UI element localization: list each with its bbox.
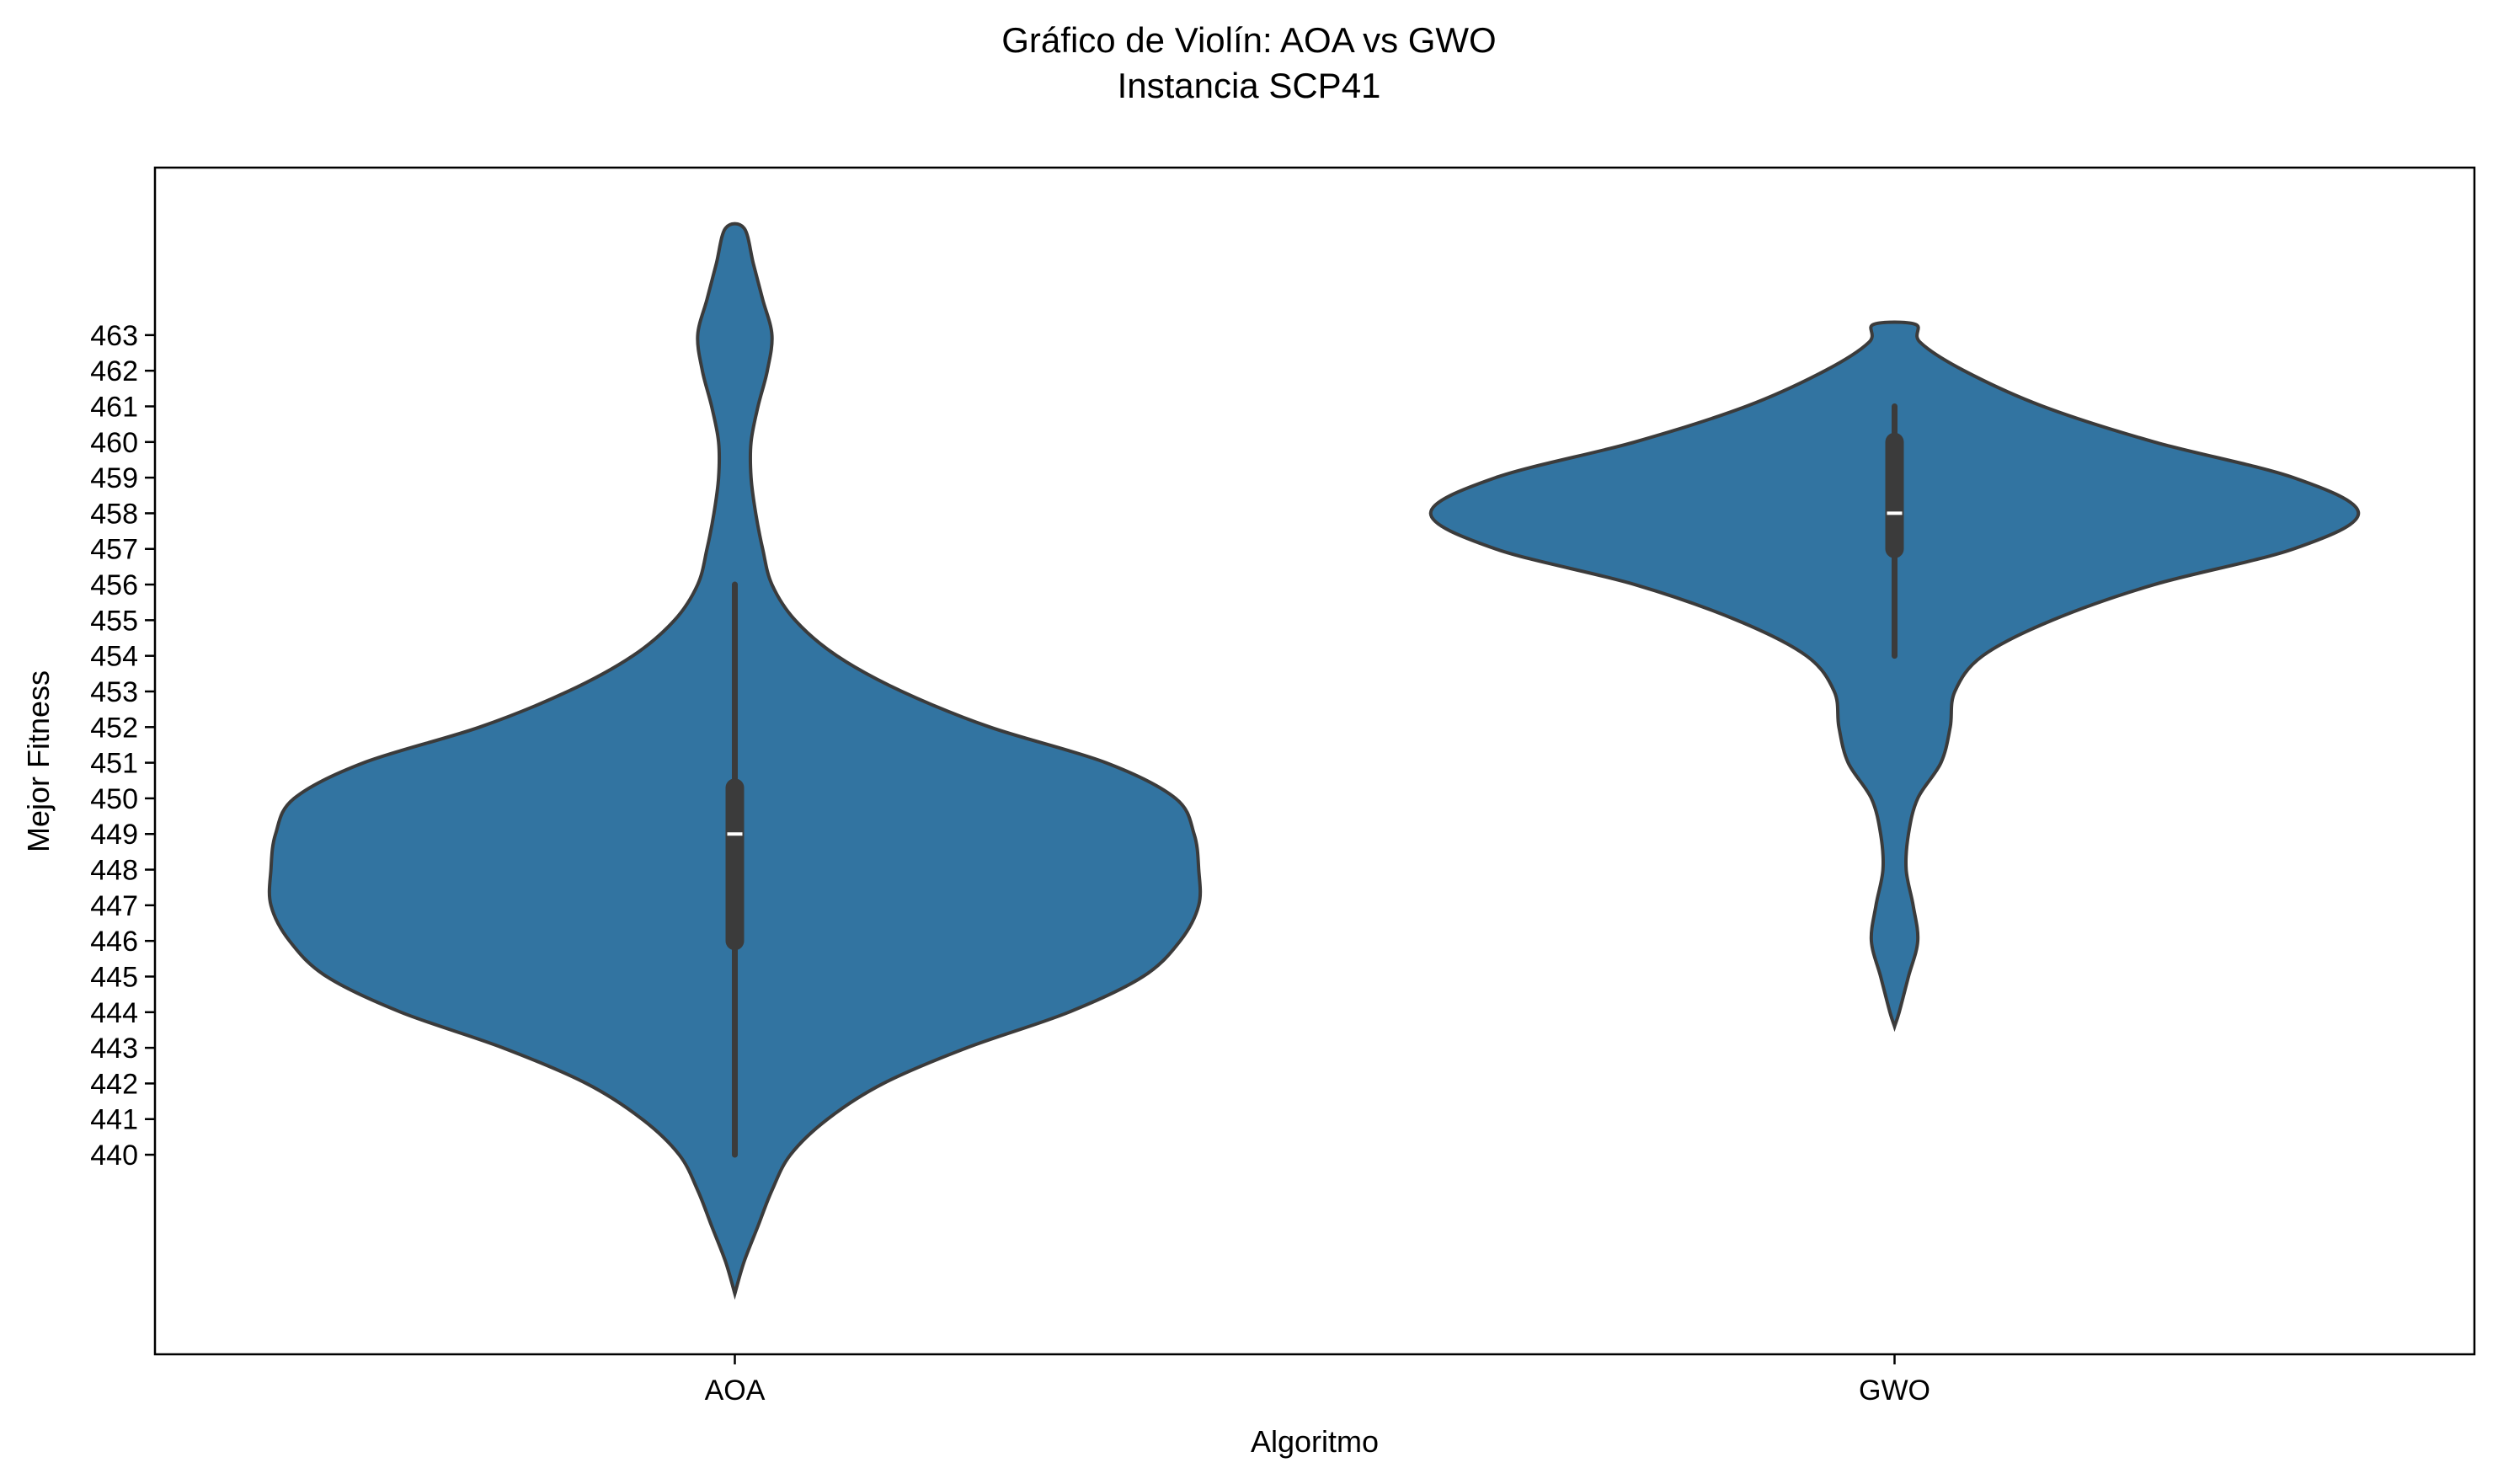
x-axis-ticks: AOA GWO: [705, 1354, 1930, 1407]
y-tick-label: 446: [90, 926, 138, 958]
plot-area-frame: [153, 166, 2476, 1356]
y-tick-label: 451: [90, 748, 138, 780]
y-axis-label: Mejor Fitness: [21, 670, 56, 852]
x-tick-label: AOA: [705, 1375, 766, 1407]
y-tick-label: 450: [90, 783, 138, 815]
y-tick-label: 461: [90, 391, 138, 423]
y-tick-label: 454: [90, 641, 138, 673]
y-tick-label: 442: [90, 1068, 138, 1100]
chart-subtitle: Instancia SCP41: [1118, 66, 1381, 105]
y-tick-label: 458: [90, 498, 138, 530]
y-tick-label: 440: [90, 1140, 138, 1172]
y-tick-label: 447: [90, 890, 138, 922]
y-tick-label: 448: [90, 855, 138, 887]
y-tick-label: 456: [90, 569, 138, 601]
violins-layer: [267, 222, 2361, 1300]
y-tick-label: 459: [90, 462, 138, 494]
chart-title: Gráfico de Violín: AOA vs GWO: [1001, 20, 1496, 60]
y-tick-label: 453: [90, 676, 138, 708]
violin-body-gwo: [1428, 320, 2361, 1033]
y-tick-label: 445: [90, 961, 138, 993]
y-tick-label: 462: [90, 355, 138, 387]
y-tick-label: 449: [90, 819, 138, 851]
y-tick-label: 443: [90, 1033, 138, 1065]
y-tick-label: 457: [90, 534, 138, 566]
x-tick-label: GWO: [1859, 1375, 1930, 1407]
y-tick-label: 452: [90, 712, 138, 744]
y-tick-label: 441: [90, 1104, 138, 1136]
y-tick-label: 460: [90, 427, 138, 459]
y-tick-label: 463: [90, 320, 138, 352]
y-tick-label: 444: [90, 997, 138, 1029]
x-axis-label: Algoritmo: [1251, 1424, 1379, 1459]
y-tick-label: 455: [90, 605, 138, 637]
